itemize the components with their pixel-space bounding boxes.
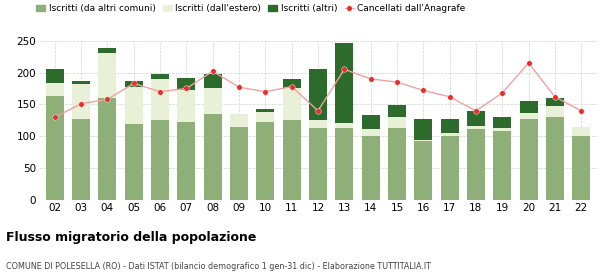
Bar	[309, 128, 327, 200]
Bar	[256, 109, 274, 112]
Bar	[46, 69, 64, 83]
Bar	[388, 105, 406, 116]
Bar	[493, 116, 511, 128]
Bar	[178, 78, 196, 90]
Bar	[46, 83, 64, 96]
Bar	[467, 111, 485, 125]
Bar	[72, 81, 90, 84]
Bar	[520, 101, 538, 113]
Bar	[204, 88, 221, 114]
Bar	[178, 122, 196, 200]
Bar	[520, 119, 538, 200]
Bar	[335, 123, 353, 128]
Bar	[572, 136, 590, 200]
Bar	[283, 120, 301, 200]
Bar	[309, 69, 327, 120]
Bar	[440, 133, 458, 136]
Bar	[98, 53, 116, 98]
Bar	[230, 114, 248, 127]
Bar	[98, 48, 116, 53]
Bar	[362, 129, 380, 136]
Bar	[125, 81, 143, 87]
Bar	[335, 128, 353, 200]
Bar	[335, 43, 353, 123]
Bar	[440, 136, 458, 200]
Text: Flusso migratorio della popolazione: Flusso migratorio della popolazione	[6, 231, 256, 244]
Bar	[72, 119, 90, 200]
Text: COMUNE DI POLESELLA (RO) - Dati ISTAT (bilancio demografico 1 gen-31 dic) - Elab: COMUNE DI POLESELLA (RO) - Dati ISTAT (b…	[6, 262, 431, 271]
Bar	[151, 74, 169, 79]
Bar	[204, 74, 221, 88]
Bar	[125, 123, 143, 200]
Bar	[72, 84, 90, 119]
Bar	[151, 79, 169, 120]
Bar	[125, 87, 143, 123]
Bar	[283, 88, 301, 120]
Bar	[151, 120, 169, 200]
Bar	[230, 127, 248, 200]
Bar	[178, 90, 196, 122]
Bar	[467, 125, 485, 129]
Bar	[546, 98, 564, 106]
Bar	[46, 96, 64, 200]
Bar	[98, 98, 116, 200]
Bar	[440, 119, 458, 133]
Bar	[415, 119, 432, 139]
Bar	[493, 128, 511, 131]
Legend: Iscritti (da altri comuni), Iscritti (dall'estero), Iscritti (altri), Cancellati: Iscritti (da altri comuni), Iscritti (da…	[32, 1, 469, 17]
Bar	[256, 122, 274, 200]
Bar	[309, 120, 327, 128]
Bar	[546, 106, 564, 117]
Bar	[256, 112, 274, 122]
Bar	[415, 139, 432, 141]
Bar	[204, 114, 221, 200]
Bar	[520, 113, 538, 119]
Bar	[572, 127, 590, 136]
Bar	[415, 141, 432, 200]
Bar	[362, 136, 380, 200]
Bar	[546, 117, 564, 200]
Bar	[283, 79, 301, 88]
Bar	[467, 129, 485, 200]
Bar	[362, 115, 380, 129]
Bar	[388, 128, 406, 200]
Bar	[388, 116, 406, 128]
Bar	[493, 131, 511, 200]
